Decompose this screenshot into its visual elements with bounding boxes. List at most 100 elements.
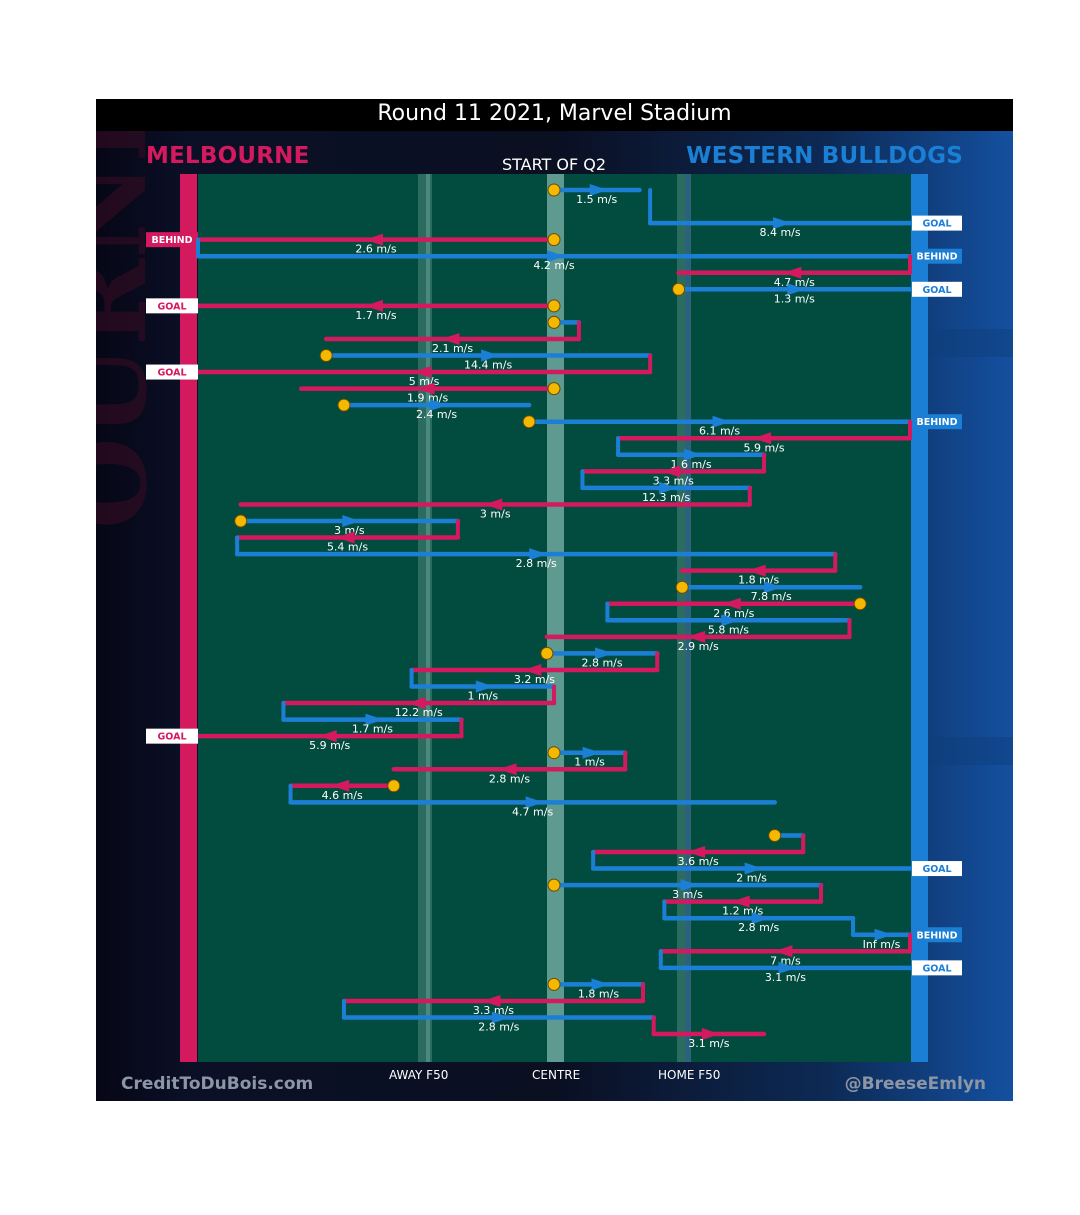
left-credit: CreditToDuBois.com <box>121 1074 314 1094</box>
speed-label: 1.6 m/s <box>670 458 711 471</box>
speed-label: 1.7 m/s <box>355 309 396 322</box>
end-badge-behind <box>912 927 962 943</box>
speed-label: 3.3 m/s <box>473 1004 514 1017</box>
direction-arrow <box>365 233 383 246</box>
chart-subtitle: START OF Q2 <box>501 155 607 174</box>
direction-arrow <box>722 597 741 610</box>
direction-arrow <box>429 399 448 412</box>
speed-label: 7 m/s <box>770 954 801 967</box>
speed-label: 3.6 m/s <box>678 855 719 868</box>
end-label: GOAL <box>922 219 951 230</box>
start-marker <box>547 315 561 329</box>
end-badge-goal <box>146 728 198 744</box>
speed-label: 2.8 m/s <box>489 772 530 785</box>
possession-chains: 1.5 m/s 8.4 m/s GOAL 2.6 m/s BEHIND 4.2 m/s BE… <box>146 183 962 1050</box>
speed-label: 5.8 m/s <box>708 623 749 636</box>
direction-arrow <box>680 879 699 892</box>
end-badge-goal <box>912 960 962 976</box>
end-label: GOAL <box>922 864 951 875</box>
end-badge-goal <box>912 861 962 877</box>
start-marker <box>547 233 561 247</box>
direction-arrow <box>591 978 610 991</box>
speed-label: 1 m/s <box>574 756 605 769</box>
direction-arrow <box>481 349 500 362</box>
speed-label: 1.3 m/s <box>774 292 815 305</box>
right-credit: @BreeseEmlyn <box>844 1074 986 1094</box>
direction-arrow <box>783 266 802 279</box>
x-tick-home-f50: HOME F50 <box>658 1068 721 1082</box>
speed-label: Inf m/s <box>863 938 901 951</box>
direction-arrow <box>747 564 766 577</box>
direction-arrow <box>342 515 361 527</box>
direction-arrow <box>721 614 740 627</box>
speed-label: 2 m/s <box>736 872 767 885</box>
speed-label: 5.9 m/s <box>309 739 350 752</box>
speed-label: 5.4 m/s <box>327 541 368 554</box>
direction-arrow <box>547 250 565 263</box>
direction-arrow <box>684 448 703 461</box>
direction-arrow <box>482 994 501 1007</box>
direction-arrow <box>659 481 678 494</box>
x-tick-centre: CENTRE <box>532 1068 581 1082</box>
speed-label: 8.4 m/s <box>759 226 800 239</box>
start-marker <box>337 398 351 412</box>
direction-arrow <box>523 663 542 676</box>
title-bar: Round 11 2021, Marvel Stadium <box>96 99 1013 131</box>
direction-arrow <box>731 895 750 908</box>
start-marker <box>547 977 561 991</box>
direction-arrow <box>744 862 763 875</box>
direction-arrow <box>595 647 614 660</box>
direction-arrow <box>491 1011 510 1024</box>
direction-arrow <box>774 945 793 958</box>
speed-label: 3 m/s <box>672 888 703 901</box>
speed-label: 2.8 m/s <box>738 921 779 934</box>
end-badge-goal <box>146 298 198 314</box>
direction-arrow <box>413 366 432 379</box>
speed-label: 3.1 m/s <box>765 971 806 984</box>
start-marker <box>675 580 689 594</box>
start-marker <box>547 183 561 197</box>
speed-label: 2.4 m/s <box>416 408 457 421</box>
speed-label: 2.8 m/s <box>581 656 622 669</box>
speed-label: 3.2 m/s <box>514 673 555 686</box>
speed-label: 4.7 m/s <box>774 276 815 289</box>
direction-arrow <box>753 432 772 445</box>
speed-label: 2.8 m/s <box>516 557 557 570</box>
speed-label: 3.3 m/s <box>653 474 694 487</box>
speed-label: 4.6 m/s <box>322 789 363 802</box>
direction-arrow <box>582 746 601 759</box>
direction-arrow <box>407 697 426 710</box>
start-marker <box>234 514 248 528</box>
bulldogs-goal-post <box>911 174 928 1062</box>
away-f50-line <box>426 174 430 1062</box>
direction-arrow <box>416 382 435 395</box>
speed-label: 4.7 m/s <box>512 805 553 818</box>
speed-label: 12.3 m/s <box>642 491 690 504</box>
speed-label: 4.2 m/s <box>533 259 574 272</box>
end-label: BEHIND <box>916 930 957 941</box>
direction-arrow <box>484 498 503 511</box>
speed-label: 7.8 m/s <box>751 590 792 603</box>
start-marker <box>387 779 401 793</box>
melbourne-goal-post <box>180 174 197 1062</box>
start-marker <box>522 415 536 429</box>
direction-arrow <box>589 184 608 196</box>
start-marker <box>547 878 561 892</box>
direction-arrow <box>365 299 383 312</box>
start-marker <box>672 282 686 296</box>
speed-label: 6.1 m/s <box>699 425 740 438</box>
start-marker <box>547 299 561 313</box>
direction-arrow <box>441 332 460 345</box>
end-badge-goal <box>912 281 962 297</box>
centre-band <box>547 174 564 1062</box>
end-label: BEHIND <box>916 252 957 263</box>
end-badge-goal <box>146 364 198 380</box>
direction-arrow <box>529 548 548 561</box>
speed-label: 1 m/s <box>467 690 498 703</box>
speed-label: 2.6 m/s <box>713 607 754 620</box>
end-badge-behind <box>912 414 962 430</box>
speed-label: 1.5 m/s <box>576 193 617 206</box>
start-marker <box>319 349 333 362</box>
direction-arrow <box>687 846 706 858</box>
direction-arrow <box>525 796 544 809</box>
